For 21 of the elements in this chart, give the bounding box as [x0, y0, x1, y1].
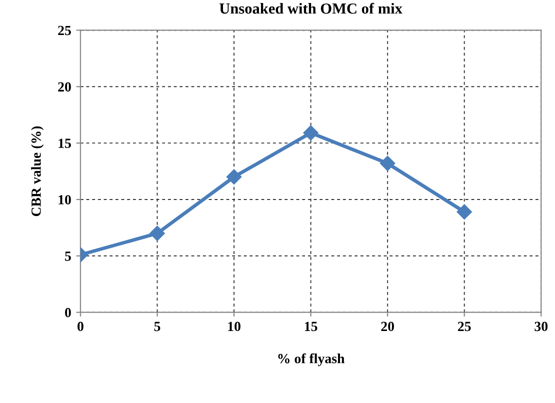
y-axis-title: CBR value (%): [31, 126, 44, 216]
point: [456, 204, 472, 220]
y-tick-label: 5: [65, 252, 71, 261]
x-axis-title: % of flyash: [278, 353, 345, 366]
y-tick-label: 20: [58, 82, 71, 92]
x-tick-label: 15: [304, 322, 318, 332]
x-tick-label: 0: [78, 322, 84, 332]
y-tick-label: 25: [58, 26, 71, 36]
y-tick-label: 10: [58, 195, 71, 204]
x-tick-label: 30: [534, 322, 548, 332]
point: [380, 156, 396, 171]
x-tick-label: 5: [154, 322, 160, 332]
point: [226, 169, 242, 184]
x-tick-label: 20: [381, 322, 394, 332]
point: [303, 125, 318, 140]
point: [150, 226, 165, 241]
y-tick-label: 15: [58, 138, 71, 148]
x-tick-label: 10: [228, 322, 240, 332]
y-tick-label: 0: [65, 308, 71, 318]
chart-title: Unsoaked with OMC of mix: [220, 2, 402, 14]
x-tick-label: 25: [458, 322, 471, 332]
